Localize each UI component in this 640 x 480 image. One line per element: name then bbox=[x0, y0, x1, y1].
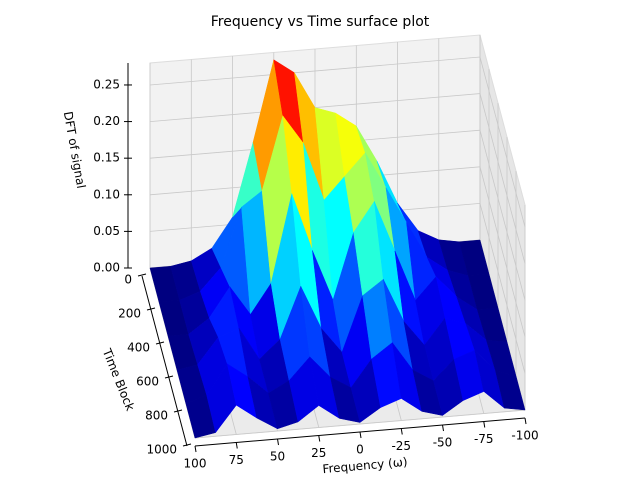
y-tick bbox=[146, 307, 156, 311]
z-tick-label: 0.05 bbox=[93, 224, 120, 238]
x-tick-label: 50 bbox=[270, 450, 285, 464]
z-axis-label: DFT of signal bbox=[61, 110, 88, 189]
x-tick-label: -25 bbox=[391, 439, 411, 453]
grid-line bbox=[149, 56, 526, 228]
x-tick bbox=[277, 438, 279, 446]
x-tick-label: 25 bbox=[311, 446, 326, 460]
grid-line bbox=[149, 93, 526, 264]
x-tick-label: 0 bbox=[356, 443, 364, 457]
x-tick bbox=[318, 435, 321, 442]
y-tick-label: 1000 bbox=[146, 443, 177, 457]
x-tick bbox=[442, 424, 444, 432]
x-tick bbox=[483, 421, 486, 428]
x-tick bbox=[235, 442, 238, 449]
y-tick bbox=[137, 273, 147, 277]
x-tick-label: 100 bbox=[184, 457, 207, 471]
x-tick-label: -100 bbox=[511, 429, 538, 443]
z-tick-label: 0.10 bbox=[93, 187, 120, 201]
x-tick bbox=[359, 431, 362, 439]
y-tick-label: 400 bbox=[127, 341, 150, 355]
y-tick-label: 0 bbox=[124, 273, 132, 287]
z-tick-label: 0.25 bbox=[93, 77, 120, 91]
x-tick-label: -50 bbox=[433, 436, 453, 450]
y-tick-label: 800 bbox=[145, 409, 168, 423]
y-tick bbox=[164, 375, 174, 379]
x-tick bbox=[400, 428, 403, 435]
y-axis-label: Time Block bbox=[99, 346, 137, 413]
x-tick bbox=[194, 445, 197, 453]
y-tick bbox=[173, 409, 183, 413]
z-tick-label: 0.15 bbox=[93, 151, 120, 165]
y-tick bbox=[155, 341, 165, 345]
y-tick-label: 200 bbox=[118, 307, 141, 321]
x-axis-label: Frequency (ω) bbox=[322, 455, 408, 476]
y-axis bbox=[141, 275, 188, 447]
y-tick-label: 600 bbox=[136, 375, 159, 389]
chart-title: Frequency vs Time surface plot bbox=[211, 14, 430, 30]
x-tick bbox=[524, 417, 527, 425]
y-tick bbox=[182, 443, 192, 447]
z-tick-label: 0.00 bbox=[93, 261, 120, 275]
x-tick-label: 75 bbox=[229, 453, 244, 467]
z-tick-label: 0.20 bbox=[93, 114, 120, 128]
surface-patch bbox=[495, 370, 526, 411]
x-tick-label: -75 bbox=[474, 432, 494, 446]
